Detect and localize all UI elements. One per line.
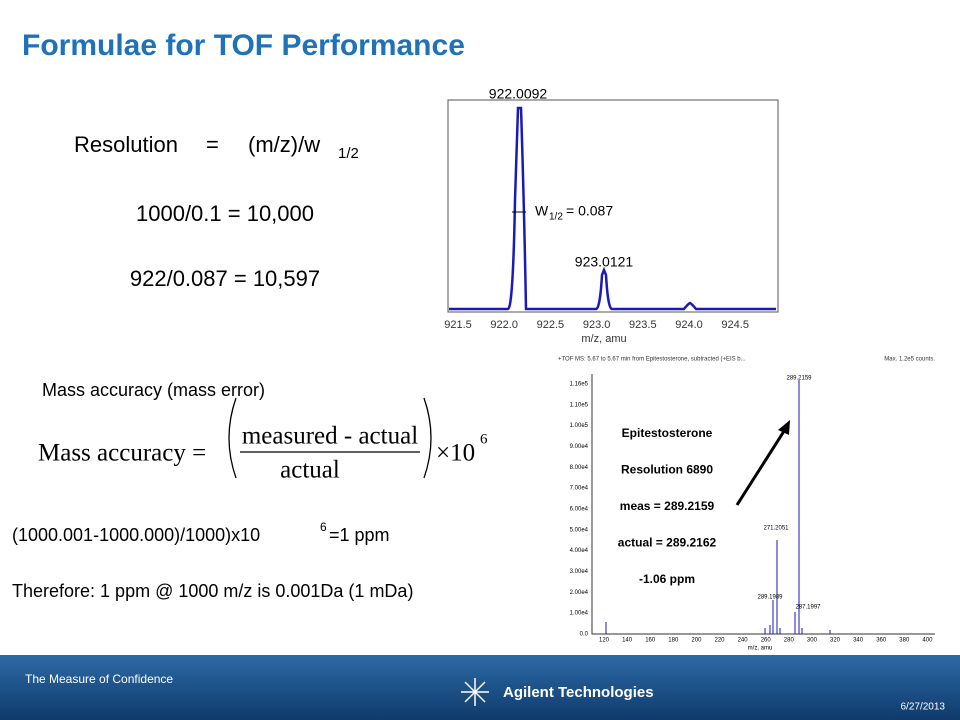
peak-label: 287.1997 (795, 605, 821, 611)
ma-numerator: measured - actual (242, 423, 418, 450)
y-tick-label: 3.00e4 (570, 569, 589, 575)
x-tick-label: 280 (784, 638, 795, 644)
annotation: Resolution 6890 (621, 463, 713, 477)
width-sub: 1/2 (549, 212, 563, 223)
res-rhs: (m/z)/w (248, 132, 320, 157)
x-axis-label: m/z, amu (581, 333, 626, 345)
ma-example-exp: 6 (320, 520, 327, 534)
company: Agilent Technologies (503, 684, 654, 701)
y-tick-label: 8.00e4 (570, 465, 589, 471)
x-tick-label: 924.0 (675, 319, 703, 331)
x-tick-label: 320 (830, 638, 841, 644)
spectrum-panel (545, 352, 945, 654)
logo (461, 678, 489, 706)
arrow-head (778, 420, 790, 435)
y-tick-label: 0.0 (580, 632, 589, 638)
spectrum-1: 922.0092 923.0121 W 1/2 = 0.087 921.5 922… (444, 86, 779, 345)
ma-example-tail: =1 ppm (329, 525, 390, 545)
spectrum-trace (449, 106, 776, 311)
ma-heading: Mass accuracy (mass error) (42, 380, 265, 400)
spectrum-max: Max. 1.2e5 counts. (884, 357, 935, 363)
res-lhs: Resolution (74, 132, 178, 157)
x-tick-label: 220 (714, 638, 725, 644)
peak-label: 923.0121 (575, 254, 634, 270)
x-tick-label: 921.5 (444, 319, 472, 331)
x-tick-label: 922.5 (537, 319, 565, 331)
y-tick-label: 2.00e4 (570, 590, 589, 596)
peak-label: 271.2051 (763, 526, 789, 532)
ma-factor: ×10 (436, 440, 475, 467)
x-tick-label: 120 (599, 638, 610, 644)
y-tick-label: 4.00e4 (570, 548, 589, 554)
x-tick-label: 400 (922, 638, 933, 644)
x-tick-label: 240 (738, 638, 749, 644)
width-label: W (535, 203, 549, 219)
spectrum-2: +TOF MS: 5.67 to 5.67 min from Epitestos… (545, 352, 945, 654)
y-tick-label: 7.00e4 (570, 486, 589, 492)
x-tick-label: 340 (853, 638, 864, 644)
res-example: 922/0.087 = 10,597 (130, 266, 320, 291)
ma-example: (1000.001-1000.000)/1000)x10 (12, 525, 260, 545)
y-tick-label: 1.00e5 (570, 423, 589, 429)
paren (228, 397, 237, 479)
x-tick-label: 200 (691, 638, 702, 644)
ma-lhs: Mass accuracy = (38, 440, 206, 467)
plot-frame (447, 99, 779, 313)
x-tick-label: 360 (876, 638, 887, 644)
x-tick-label: 380 (899, 638, 910, 644)
paren (423, 397, 432, 479)
x-tick-label: 140 (622, 638, 633, 644)
annotation: Epitestosterone (622, 426, 713, 440)
x-tick-label: 923.0 (583, 319, 611, 331)
title: Formulae for TOF Performance (22, 29, 465, 62)
y-tick-label: 9.00e4 (570, 444, 589, 450)
x-tick-label: 300 (807, 638, 818, 644)
x-tick-label: 180 (668, 638, 679, 644)
x-tick-label: 923.5 (629, 319, 657, 331)
peak-label: 289.2159 (786, 376, 812, 382)
spectrum-header: +TOF MS: 5.67 to 5.67 min from Epitestos… (558, 357, 746, 363)
annotation: actual = 289.2162 (618, 536, 717, 550)
annotation: meas = 289.2159 (620, 499, 715, 513)
x-tick-label: 260 (761, 638, 772, 644)
x-tick-label: 924.5 (721, 319, 749, 331)
ma-conclusion: Therefore: 1 ppm @ 1000 m/z is 0.001Da (… (12, 581, 413, 601)
axes (591, 374, 935, 635)
y-tick-label: 6.00e4 (570, 507, 589, 513)
x-axis-label: m/z, amu (748, 646, 773, 652)
res-sub: 1/2 (338, 145, 359, 162)
tagline: The Measure of Confidence (25, 672, 173, 686)
annotation: -1.06 ppm (639, 572, 695, 586)
res-example: 1000/0.1 = 10,000 (136, 201, 314, 226)
spectrum-trace (605, 380, 831, 634)
ma-exponent: 6 (480, 431, 488, 447)
x-tick-label: 160 (645, 638, 656, 644)
y-tick-label: 5.00e4 (570, 527, 589, 533)
res-eq: = (206, 132, 219, 157)
width-value: = 0.087 (566, 203, 613, 219)
arrow (735, 427, 788, 506)
peak-label: 922.0092 (489, 86, 548, 102)
y-tick-label: 1.10e5 (570, 402, 589, 408)
ma-denominator: actual (280, 457, 340, 484)
y-tick-label: 1.16e5 (570, 382, 589, 388)
peak-label: 289.1989 (757, 595, 783, 601)
date: 6/27/2013 (901, 702, 946, 713)
x-tick-label: 922.0 (490, 319, 518, 331)
y-tick-label: 1.00e4 (570, 611, 589, 617)
